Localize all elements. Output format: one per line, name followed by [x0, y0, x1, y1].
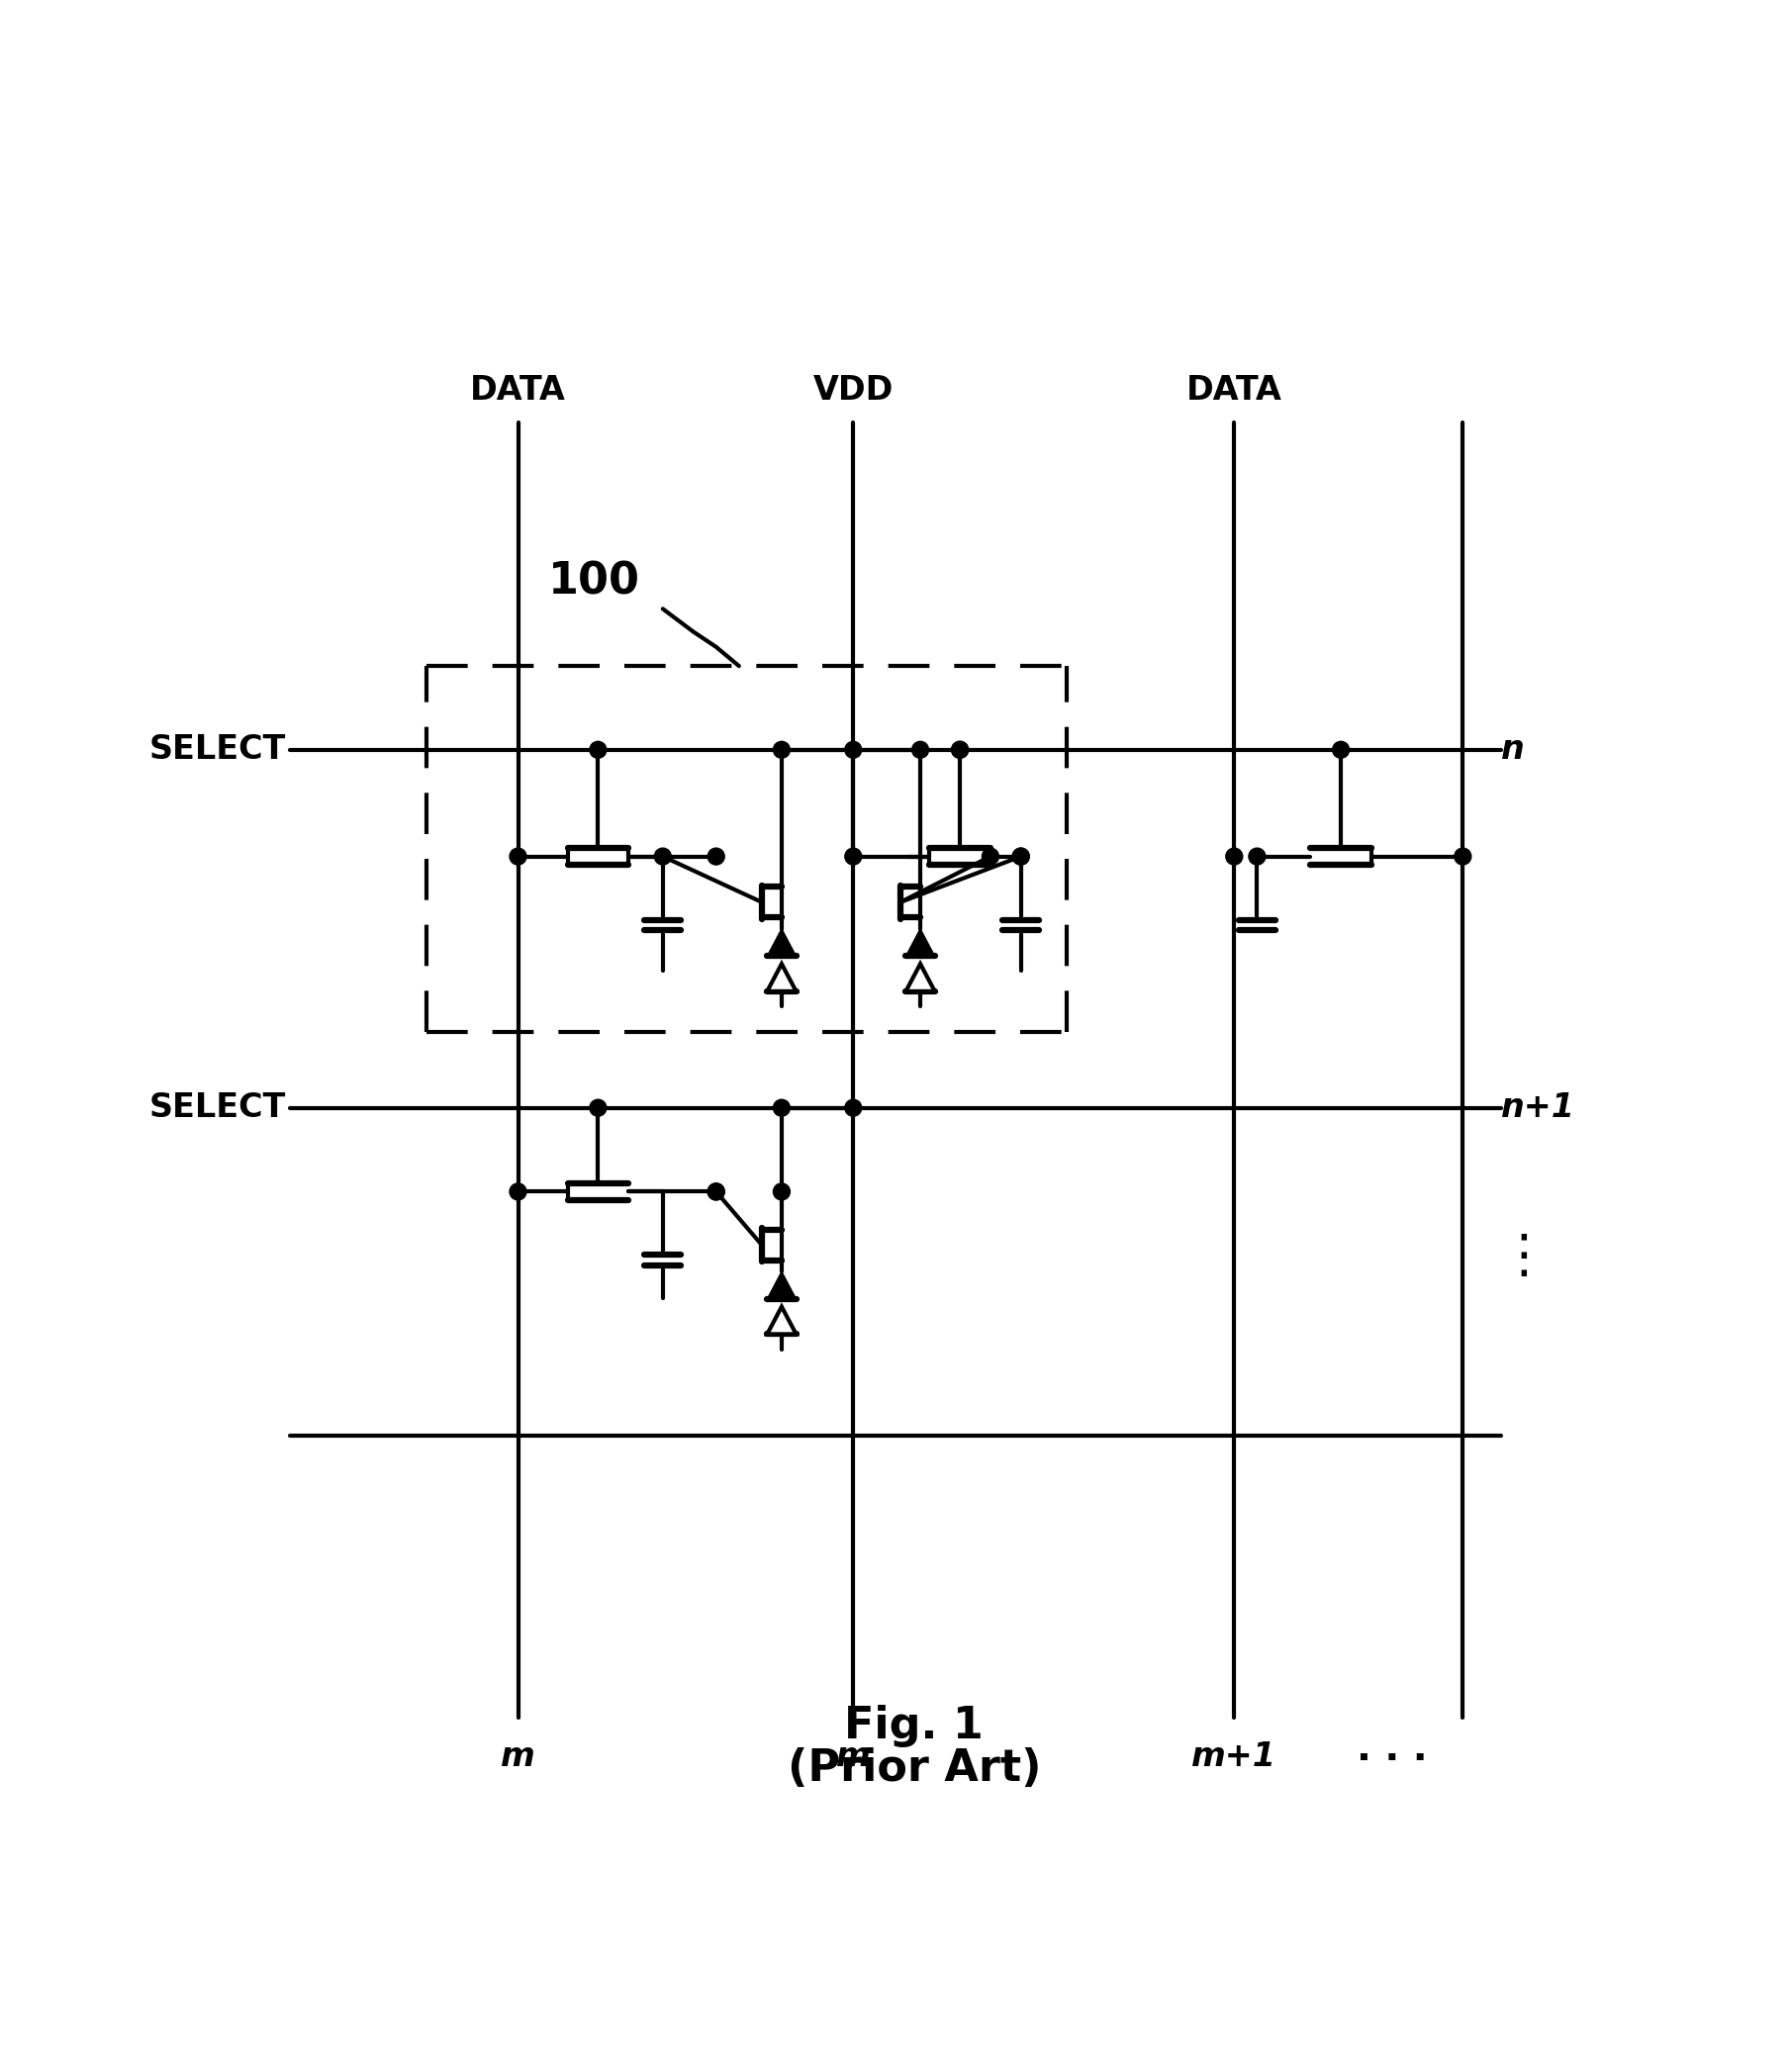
Text: Fig. 1: Fig. 1	[844, 1706, 984, 1747]
Polygon shape	[905, 963, 935, 992]
Polygon shape	[767, 963, 796, 992]
Text: ⋮: ⋮	[1498, 1231, 1550, 1282]
Text: DATA: DATA	[470, 375, 566, 407]
Text: DATA: DATA	[1186, 375, 1281, 407]
Text: m+1: m+1	[1192, 1741, 1276, 1772]
Polygon shape	[905, 928, 935, 957]
Circle shape	[1249, 848, 1265, 864]
Polygon shape	[767, 1307, 796, 1334]
Text: (Prior Art): (Prior Art)	[787, 1747, 1041, 1790]
Circle shape	[1012, 848, 1029, 864]
Circle shape	[912, 741, 928, 757]
Circle shape	[774, 1099, 790, 1115]
Circle shape	[952, 741, 968, 757]
Circle shape	[844, 741, 862, 757]
Text: SELECT: SELECT	[149, 733, 285, 766]
Circle shape	[1333, 741, 1349, 757]
Text: · · ·: · · ·	[1357, 1741, 1426, 1778]
Circle shape	[774, 1183, 790, 1200]
Text: SELECT: SELECT	[149, 1091, 285, 1124]
Circle shape	[654, 848, 672, 864]
Circle shape	[774, 741, 790, 757]
Circle shape	[509, 848, 527, 864]
Circle shape	[708, 1183, 724, 1200]
Circle shape	[1226, 848, 1242, 864]
Text: VDD: VDD	[814, 375, 894, 407]
Polygon shape	[767, 928, 796, 957]
Circle shape	[509, 1183, 527, 1200]
Circle shape	[708, 1183, 724, 1200]
Circle shape	[590, 741, 606, 757]
Text: 100: 100	[548, 562, 640, 603]
Text: m: m	[837, 1741, 871, 1772]
Text: n: n	[1502, 733, 1525, 766]
Circle shape	[844, 1099, 862, 1115]
Text: n+1: n+1	[1502, 1091, 1575, 1124]
Circle shape	[1455, 848, 1471, 864]
Circle shape	[590, 1099, 606, 1115]
Polygon shape	[767, 1272, 796, 1299]
Circle shape	[982, 848, 998, 864]
Circle shape	[844, 848, 862, 864]
Circle shape	[952, 741, 968, 757]
Circle shape	[1012, 848, 1029, 864]
Circle shape	[708, 848, 724, 864]
Text: m: m	[500, 1741, 536, 1772]
